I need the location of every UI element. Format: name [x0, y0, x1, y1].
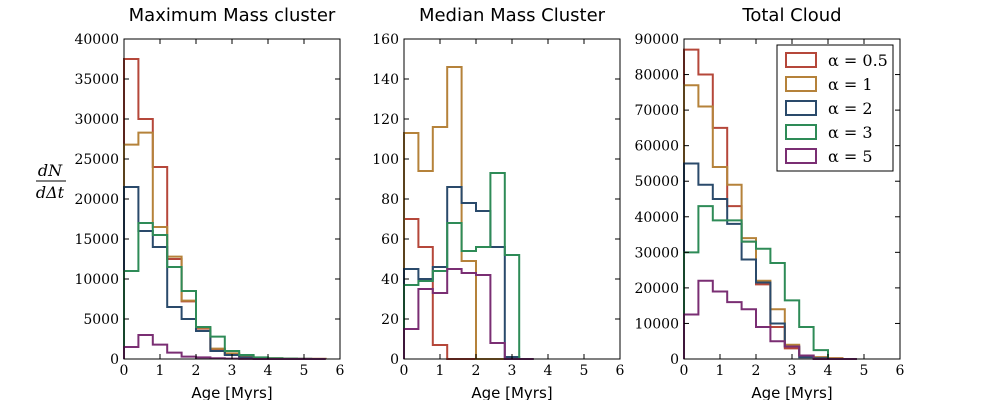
plot-frame: [683, 38, 901, 360]
x-tick-label: 6: [616, 363, 625, 379]
y-tick-label: 20000: [74, 192, 119, 208]
y-tick-label: 10000: [634, 316, 679, 332]
x-axis-label: Age [Myrs]: [751, 384, 832, 400]
legend-label: α = 5: [828, 147, 873, 166]
x-tick-label: 0: [120, 363, 129, 379]
x-axis-label: Age [Myrs]: [191, 384, 272, 400]
panel-title: Maximum Mass cluster: [129, 5, 336, 26]
y-tick-label: 0: [390, 352, 399, 368]
y-tick-label: 0: [110, 352, 119, 368]
y-tick-label: 40000: [74, 32, 119, 48]
y-tick-label: 40000: [634, 210, 679, 226]
y-axis-label: dN dΔt: [36, 161, 66, 202]
legend-swatch: [785, 124, 817, 140]
panel-median-mass-cluster: Median Mass Cluster 0 1 2 3 4 5 60204060801001…: [372, 5, 624, 400]
x-tick-label: 1: [436, 363, 445, 379]
x-tick-label: 4: [264, 363, 273, 379]
series-line-4: [683, 205, 857, 360]
y-tick-label: 30000: [74, 112, 119, 128]
y-tick-label: 20: [381, 312, 399, 328]
series-line-5: [403, 268, 534, 360]
series-line-4: [403, 172, 534, 360]
panel-total-cloud: Total Cloud 0 1 2 3 4 5 6 0 10000 20000 30000 40000…: [634, 5, 904, 400]
legend-swatch: [785, 76, 817, 92]
y-tick-label: 50000: [634, 174, 679, 190]
legend-entry: α = 1: [785, 75, 873, 94]
y-tick-label: 80: [381, 192, 399, 208]
x-tick-label: 6: [896, 363, 905, 379]
y-tick-label: 5000: [83, 312, 119, 328]
axis-ticks: 0 1 2 3 4 5 6 0 5000 10000 15000 20000 25000 30000 350…: [74, 32, 344, 379]
series-line-2: [403, 66, 534, 360]
x-tick-label: 4: [824, 363, 833, 379]
plot-frame: [403, 38, 621, 360]
series-lines: [403, 66, 534, 360]
panel-title: Total Cloud: [741, 5, 841, 26]
x-tick-label: 5: [580, 363, 589, 379]
series-line-1: [123, 58, 327, 360]
x-tick-label: 6: [336, 363, 345, 379]
x-tick-label: 2: [472, 363, 481, 379]
y-axis-label-numerator: dN: [38, 161, 63, 180]
y-tick-label: 60000: [634, 139, 679, 155]
y-tick-label: 120: [372, 112, 399, 128]
y-tick-label: 60: [381, 232, 399, 248]
y-tick-label: 90000: [634, 32, 679, 48]
x-tick-label: 3: [508, 363, 517, 379]
legend-swatch: [785, 148, 817, 164]
x-tick-label: 0: [400, 363, 409, 379]
y-tick-label: 0: [670, 352, 679, 368]
series-lines: [123, 58, 327, 360]
legend-label: α = 2: [828, 99, 873, 118]
series-line-3: [123, 186, 326, 360]
panel-maximum-mass-cluster: Maximum Mass cluster 0 1 2 3 4 5 6 0 5000 10000 15…: [74, 5, 344, 400]
y-tick-label: 40: [381, 272, 399, 288]
y-axis-label-denominator: dΔt: [36, 183, 65, 202]
x-tick-label: 0: [680, 363, 689, 379]
axis-ticks: 0 1 2 3 4 5 6 0 10000 20000 30000 40000 50000 60000 70…: [634, 32, 904, 379]
y-tick-label: 25000: [74, 152, 119, 168]
legend-label: α = 1: [828, 75, 873, 94]
y-tick-label: 30000: [634, 245, 679, 261]
x-tick-label: 2: [752, 363, 761, 379]
legend-entry: α = 2: [785, 99, 873, 118]
y-tick-label: 160: [372, 32, 399, 48]
y-tick-label: 70000: [634, 103, 679, 119]
x-tick-label: 2: [192, 363, 201, 379]
x-tick-label: 3: [228, 363, 237, 379]
panel-title: Median Mass Cluster: [419, 5, 606, 26]
y-tick-label: 10000: [74, 272, 119, 288]
legend-label: α = 0.5: [828, 51, 888, 70]
legend-swatch: [785, 52, 817, 68]
x-tick-label: 5: [300, 363, 309, 379]
x-tick-label: 5: [860, 363, 869, 379]
y-tick-label: 35000: [74, 72, 119, 88]
plot-frame: [123, 38, 341, 360]
legend-entry: α = 0.5: [785, 51, 888, 70]
series-line-4: [123, 222, 326, 360]
legend: α = 0.5 α = 1 α = 2 α = 3 α = 5: [776, 44, 894, 172]
y-tick-label: 140: [372, 72, 399, 88]
legend-entry: α = 3: [785, 123, 873, 142]
x-tick-label: 1: [156, 363, 165, 379]
series-line-5: [683, 279, 857, 360]
y-tick-label: 80000: [634, 68, 679, 84]
x-tick-label: 3: [788, 363, 797, 379]
legend-label: α = 3: [828, 123, 873, 142]
legend-entry: α = 5: [785, 147, 873, 166]
y-tick-label: 100: [372, 152, 399, 168]
y-tick-label: 15000: [74, 232, 119, 248]
legend-swatch: [785, 100, 817, 116]
y-tick-label: 20000: [634, 281, 679, 297]
x-tick-label: 4: [544, 363, 553, 379]
x-tick-label: 1: [716, 363, 725, 379]
x-axis-label: Age [Myrs]: [471, 384, 552, 400]
